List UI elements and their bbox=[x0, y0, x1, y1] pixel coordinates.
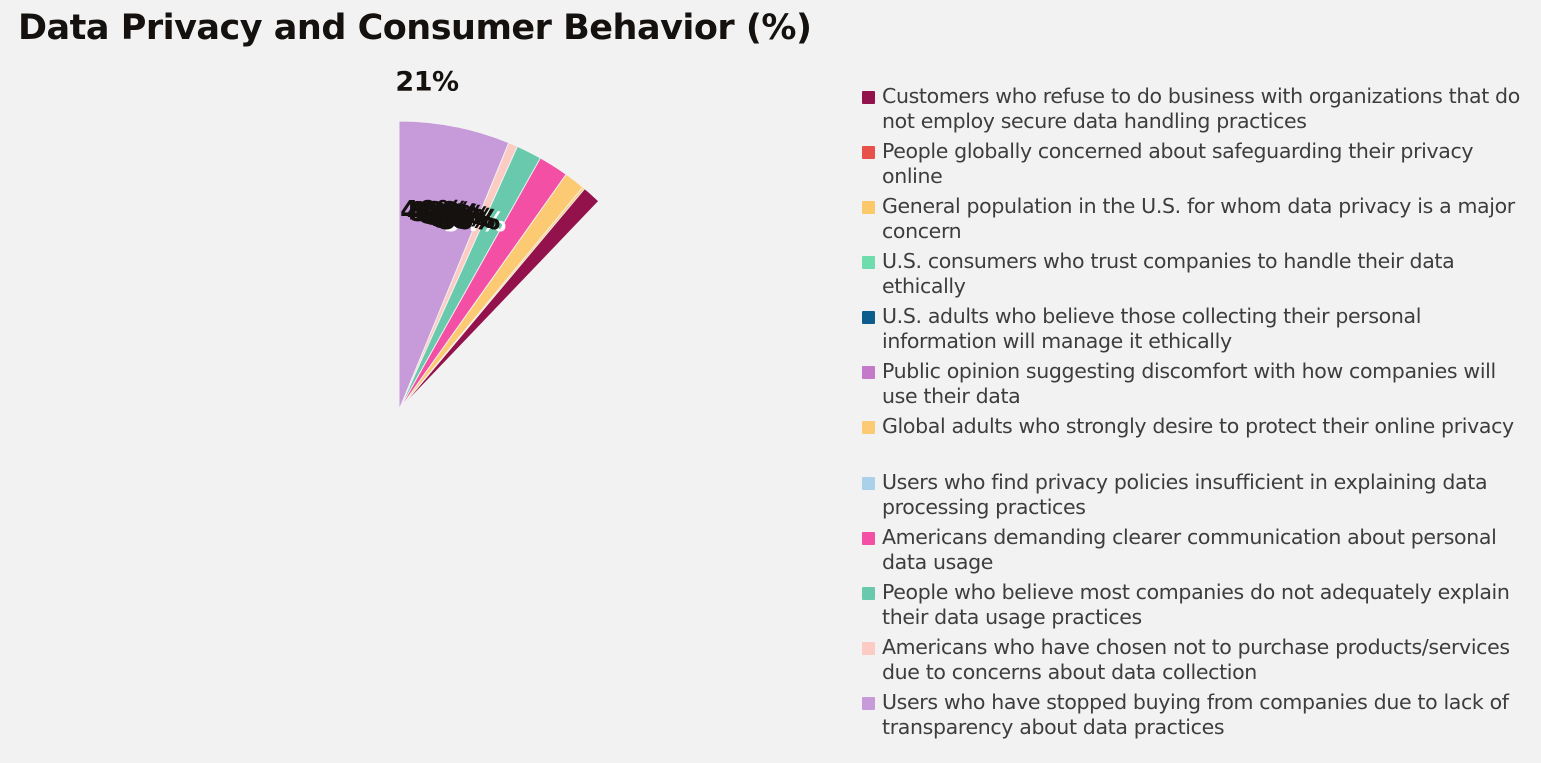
legend-swatch-icon bbox=[862, 421, 875, 434]
legend-item[interactable]: U.S. adults who believe those collecting… bbox=[862, 304, 1534, 354]
legend-item[interactable]: People globally concerned about safeguar… bbox=[862, 139, 1534, 189]
legend-item[interactable]: U.S. consumers who trust companies to ha… bbox=[862, 249, 1534, 299]
page-title: Data Privacy and Consumer Behavior (%) bbox=[18, 8, 812, 48]
pie-slice-label: 52% bbox=[410, 197, 474, 228]
legend-group-separator bbox=[862, 444, 1534, 470]
pie-slice-label: 61% bbox=[417, 199, 481, 230]
pie-slice-label: 21% bbox=[395, 70, 459, 98]
legend-item-label: General population in the U.S. for whom … bbox=[882, 194, 1515, 243]
legend-item[interactable]: Users who find privacy policies insuffic… bbox=[862, 470, 1534, 520]
legend-item[interactable]: Public opinion suggesting discomfort wit… bbox=[862, 359, 1534, 409]
legend-item-label: Global adults who strongly desire to pro… bbox=[882, 414, 1514, 438]
legend-item[interactable]: Customers who refuse to do business with… bbox=[862, 84, 1534, 134]
pie-slice-label: 68% bbox=[423, 200, 487, 231]
legend-swatch-icon bbox=[862, 587, 875, 600]
legend-swatch-icon bbox=[862, 697, 875, 710]
pie-slice-label: 48% bbox=[407, 197, 471, 228]
legend-group: Users who find privacy policies insuffic… bbox=[862, 470, 1534, 740]
legend-item-label: People globally concerned about safeguar… bbox=[882, 139, 1474, 188]
legend-item[interactable]: Global adults who strongly desire to pro… bbox=[862, 414, 1534, 439]
legend-swatch-icon bbox=[862, 477, 875, 490]
legend-swatch-icon bbox=[862, 366, 875, 379]
pie-chart: 94% 68% 86% 40% 21% 80% 85% 61% 76% 63% 52% 48% bbox=[0, 70, 820, 763]
pie-slice-label: 85% bbox=[436, 205, 500, 236]
legend-item[interactable]: General population in the U.S. for whom … bbox=[862, 194, 1534, 244]
pie-slice-label-group: 94%68%86%40% 21% 80%85%61%76%63%52%48% bbox=[395, 70, 506, 238]
pie-slice-label: 40% bbox=[400, 195, 464, 226]
pie-slice-label: 86% bbox=[437, 205, 501, 236]
legend-item-label: Customers who refuse to do business with… bbox=[882, 84, 1520, 133]
pie-slice-label: 63% bbox=[419, 199, 483, 230]
legend-swatch-icon bbox=[862, 201, 875, 214]
legend-item-label: U.S. consumers who trust companies to ha… bbox=[882, 249, 1455, 298]
pie-chart-svg: 94%68%86%40% 21% 80%85%61%76%63%52%48% bbox=[395, 70, 600, 412]
legend-item-label: Public opinion suggesting discomfort wit… bbox=[882, 359, 1496, 408]
legend-swatch-icon bbox=[862, 91, 875, 104]
pie-slice-label: 76% bbox=[429, 202, 493, 233]
legend-item[interactable]: Users who have stopped buying from compa… bbox=[862, 690, 1534, 740]
legend-item[interactable]: Americans who have chosen not to purchas… bbox=[862, 635, 1534, 685]
legend-item[interactable]: Americans demanding clearer communicatio… bbox=[862, 525, 1534, 575]
legend-swatch-icon bbox=[862, 642, 875, 655]
pie-slice-label: 94% bbox=[443, 207, 507, 238]
legend-item-label: U.S. adults who believe those collecting… bbox=[882, 304, 1422, 353]
legend-item-label: Americans demanding clearer communicatio… bbox=[882, 525, 1497, 574]
legend-swatch-icon bbox=[862, 146, 875, 159]
legend-item-label: People who believe most companies do not… bbox=[882, 580, 1510, 629]
legend-item[interactable]: People who believe most companies do not… bbox=[862, 580, 1534, 630]
legend-swatch-icon bbox=[862, 532, 875, 545]
legend-group: Customers who refuse to do business with… bbox=[862, 84, 1534, 439]
legend-item-label: Americans who have chosen not to purchas… bbox=[882, 635, 1510, 684]
legend-swatch-icon bbox=[862, 311, 875, 324]
legend-item-label: Users who have stopped buying from compa… bbox=[882, 690, 1509, 739]
pie-slice-group bbox=[398, 120, 600, 412]
legend-item-label: Users who find privacy policies insuffic… bbox=[882, 470, 1488, 519]
pie-slice-label: 80% bbox=[432, 203, 496, 234]
legend-swatch-icon bbox=[862, 256, 875, 269]
legend: Customers who refuse to do business with… bbox=[862, 84, 1534, 745]
pie-slice[interactable] bbox=[398, 120, 510, 411]
